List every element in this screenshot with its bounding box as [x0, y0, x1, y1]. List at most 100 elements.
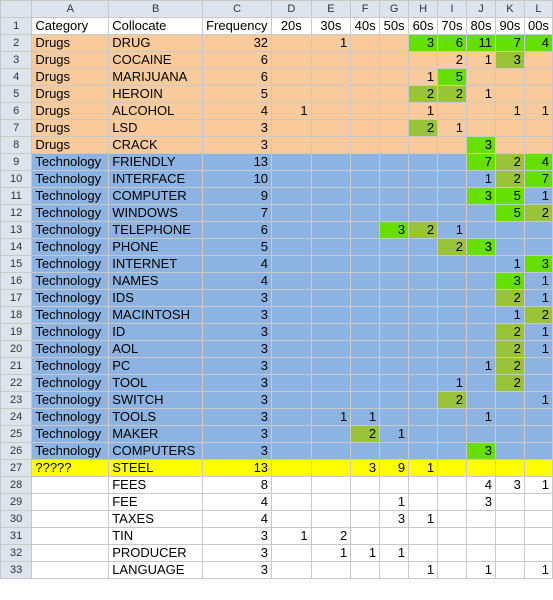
cell-e10[interactable] [310, 170, 352, 188]
cell-h23[interactable] [408, 391, 439, 409]
cell-c23[interactable]: 3 [202, 391, 273, 409]
cell-d9[interactable] [271, 153, 312, 171]
cell-k4[interactable] [494, 68, 525, 86]
cell-k5[interactable] [494, 85, 525, 103]
cell-c9[interactable]: 13 [202, 153, 273, 171]
cell-j21[interactable]: 1 [466, 357, 496, 375]
cell-a5[interactable]: Drugs [31, 85, 110, 103]
cell-k20[interactable]: 2 [494, 340, 525, 358]
cell-i28[interactable] [437, 476, 467, 494]
cell-j11[interactable]: 3 [466, 187, 496, 205]
cell-c29[interactable]: 4 [202, 493, 273, 511]
cell-h7[interactable]: 2 [408, 119, 439, 137]
cell-b24[interactable]: TOOLS [108, 408, 204, 426]
cell-j1[interactable]: 80s [466, 17, 496, 35]
cell-l17[interactable]: 1 [523, 289, 553, 307]
row-header[interactable]: 17 [0, 289, 33, 307]
cell-l5[interactable] [523, 85, 553, 103]
cell-a20[interactable]: Technology [31, 340, 110, 358]
row-header[interactable]: 16 [0, 272, 33, 290]
cell-l14[interactable] [523, 238, 553, 256]
cell-e30[interactable] [310, 510, 352, 528]
cell-f22[interactable] [350, 374, 381, 392]
cell-k14[interactable] [494, 238, 525, 256]
cell-c1[interactable]: Frequency [202, 17, 273, 35]
cell-l8[interactable] [523, 136, 553, 154]
cell-c25[interactable]: 3 [202, 425, 273, 443]
cell-h14[interactable] [408, 238, 439, 256]
cell-l18[interactable]: 2 [523, 306, 553, 324]
cell-j15[interactable] [466, 255, 496, 273]
cell-l20[interactable]: 1 [523, 340, 553, 358]
cell-g5[interactable] [379, 85, 410, 103]
cell-e15[interactable] [310, 255, 352, 273]
cell-h19[interactable] [408, 323, 439, 341]
cell-e26[interactable] [310, 442, 352, 460]
cell-a19[interactable]: Technology [31, 323, 110, 341]
cell-g7[interactable] [379, 119, 410, 137]
cell-d17[interactable] [271, 289, 312, 307]
cell-a3[interactable]: Drugs [31, 51, 110, 69]
cell-l11[interactable]: 1 [523, 187, 553, 205]
cell-l12[interactable]: 2 [523, 204, 553, 222]
cell-j26[interactable]: 3 [466, 442, 496, 460]
cell-k24[interactable] [494, 408, 525, 426]
cell-f20[interactable] [350, 340, 381, 358]
cell-k33[interactable] [494, 561, 525, 579]
row-header[interactable]: 1 [0, 17, 33, 35]
cell-f12[interactable] [350, 204, 381, 222]
cell-g15[interactable] [379, 255, 410, 273]
row-header[interactable]: 15 [0, 255, 33, 273]
cell-g23[interactable] [379, 391, 410, 409]
cell-b33[interactable]: LANGUAGE [108, 561, 204, 579]
cell-g10[interactable] [379, 170, 410, 188]
cell-j12[interactable] [466, 204, 496, 222]
cell-a17[interactable]: Technology [31, 289, 110, 307]
cell-a14[interactable]: Technology [31, 238, 110, 256]
cell-j33[interactable]: 1 [466, 561, 496, 579]
cell-k31[interactable] [494, 527, 525, 545]
cell-h3[interactable] [408, 51, 439, 69]
cell-d8[interactable] [271, 136, 312, 154]
cell-g30[interactable]: 3 [379, 510, 410, 528]
cell-g26[interactable] [379, 442, 410, 460]
cell-a15[interactable]: Technology [31, 255, 110, 273]
cell-c10[interactable]: 10 [202, 170, 273, 188]
row-header[interactable]: 4 [0, 68, 33, 86]
cell-b25[interactable]: MAKER [108, 425, 204, 443]
cell-b5[interactable]: HEROIN [108, 85, 204, 103]
cell-k6[interactable]: 1 [494, 102, 525, 120]
cell-h25[interactable] [408, 425, 439, 443]
cell-j16[interactable] [466, 272, 496, 290]
cell-i22[interactable]: 1 [437, 374, 467, 392]
cell-c13[interactable]: 6 [202, 221, 273, 239]
cell-i31[interactable] [437, 527, 467, 545]
row-header[interactable]: 19 [0, 323, 33, 341]
cell-f7[interactable] [350, 119, 381, 137]
cell-j23[interactable] [466, 391, 496, 409]
cell-f5[interactable] [350, 85, 381, 103]
cell-k25[interactable] [494, 425, 525, 443]
cell-h31[interactable] [408, 527, 439, 545]
cell-j3[interactable]: 1 [466, 51, 496, 69]
cell-i24[interactable] [437, 408, 467, 426]
cell-k26[interactable] [494, 442, 525, 460]
cell-h24[interactable] [408, 408, 439, 426]
cell-l23[interactable]: 1 [523, 391, 553, 409]
cell-h5[interactable]: 2 [408, 85, 439, 103]
cell-i30[interactable] [437, 510, 467, 528]
cell-k27[interactable] [494, 459, 525, 477]
cell-d7[interactable] [271, 119, 312, 137]
cell-b16[interactable]: NAMES [108, 272, 204, 290]
cell-f9[interactable] [350, 153, 381, 171]
cell-d2[interactable] [271, 34, 312, 52]
cell-c19[interactable]: 3 [202, 323, 273, 341]
cell-i18[interactable] [437, 306, 467, 324]
cell-c2[interactable]: 32 [202, 34, 273, 52]
column-header-i[interactable]: I [437, 0, 467, 18]
cell-g21[interactable] [379, 357, 410, 375]
cell-g9[interactable] [379, 153, 410, 171]
cell-i5[interactable]: 2 [437, 85, 467, 103]
cell-e3[interactable] [310, 51, 352, 69]
cell-g8[interactable] [379, 136, 410, 154]
